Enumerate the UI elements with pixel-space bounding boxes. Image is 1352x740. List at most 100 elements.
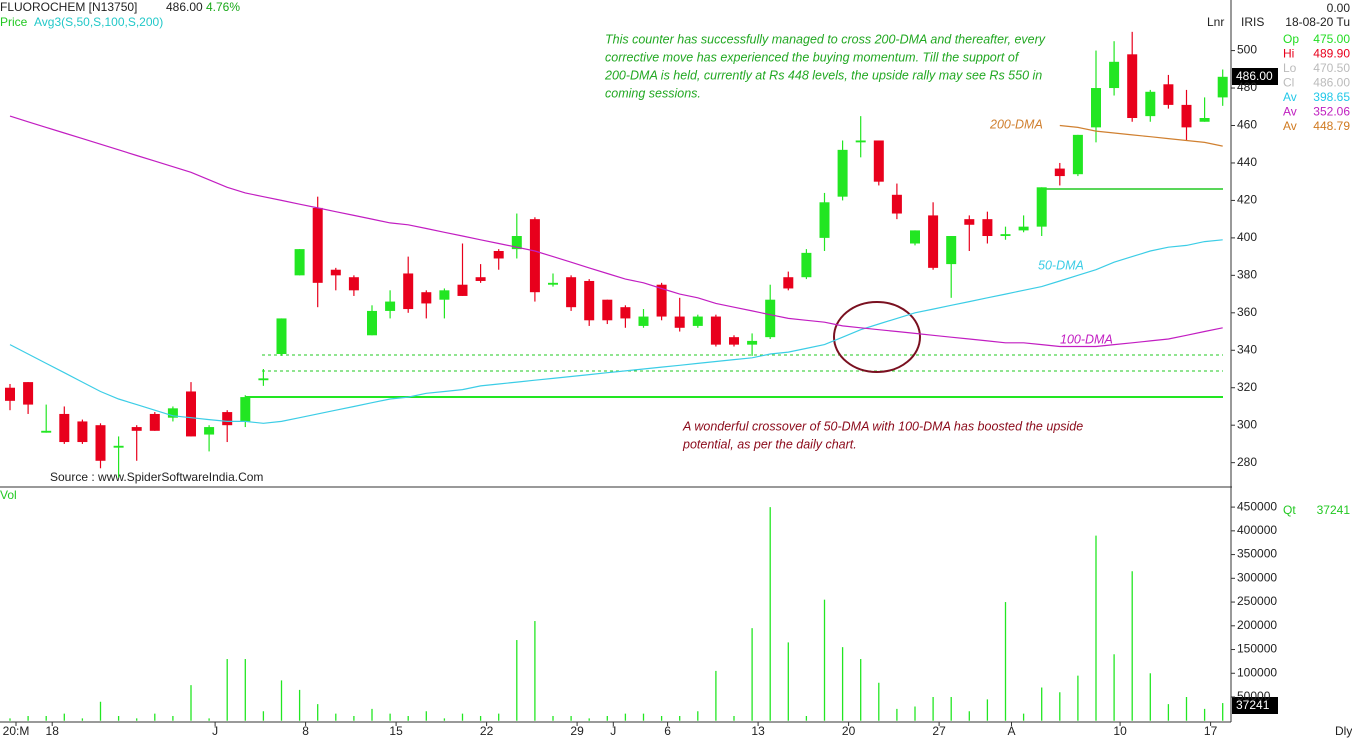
annotation: This counter has successfully managed to… [605,32,1046,46]
x-tick-label: 15 [389,724,403,738]
crossover-circle [833,301,921,373]
candle-body [493,250,504,259]
x-tick-label: A [1007,724,1015,738]
candle-body [1199,118,1210,122]
info-date: 18-08-20 Tu [1285,15,1350,29]
candle-body [149,413,160,431]
qt-label: Qt [1283,503,1296,517]
vol-tick-label: 100000 [1237,665,1277,679]
candle-body [1109,61,1120,89]
y-tick-label: 280 [1237,455,1257,469]
candle-body [982,219,993,237]
candle-body [529,219,540,293]
y-tick-label: 440 [1237,155,1257,169]
price-tag: 486.00 [1236,69,1273,83]
x-tick-label: 17 [1204,724,1218,738]
vol-label: Vol [0,488,17,502]
candle-body [240,397,251,422]
x-tick-label: 20:M [3,724,30,738]
x-tick-label: 29 [570,724,584,738]
ma-line [1059,124,1223,147]
info-value: 475.00 [1313,32,1350,46]
candle-body [783,277,794,289]
ma-line [9,239,1223,424]
candle-body [1054,168,1065,177]
vol-tick-label: 350000 [1237,547,1277,561]
candle-body [330,269,341,276]
y-tick-label: 360 [1237,305,1257,319]
scale-mode: Lnr [1207,15,1224,29]
candle-body [222,412,233,426]
y-tick-label: 340 [1237,342,1257,356]
info-label: Lo [1283,61,1297,75]
y-tick-label: 380 [1237,268,1257,282]
candle-body [41,430,52,433]
candle-body [1217,76,1228,98]
candle-body [620,307,631,319]
candle-body [95,425,106,461]
y-tick-label: 500 [1237,43,1257,57]
ma-label: 50-DMA [1038,258,1084,272]
candle-body [837,149,848,197]
candle-body [23,382,34,405]
candle-body [131,427,142,431]
x-tick-label: 20 [842,724,856,738]
info-label: Op [1283,32,1299,46]
x-tick-label: J [610,724,616,738]
info-label: Cl [1283,76,1294,90]
candle-body [1145,91,1156,117]
info-value: 470.50 [1313,61,1350,75]
annotation: coming sessions. [605,86,701,100]
info-value: 489.90 [1313,47,1350,61]
candle-body [1181,104,1192,128]
vol-tick-label: 400000 [1237,523,1277,537]
info-top: 0.00 [1327,1,1351,15]
vol-tick-label: 450000 [1237,499,1277,513]
period: Dly [1335,724,1352,738]
change: 4.76% [206,0,240,14]
ma-line [9,115,1223,348]
candle-body [638,316,649,326]
candle-body [747,340,758,345]
candle-body [765,299,776,338]
info-value: 448.79 [1313,119,1350,133]
avg-label: Avg3(S,50,S,100,S,200) [34,15,163,29]
candle-body [258,378,269,381]
candle-body [204,427,215,435]
candle-body [891,194,902,214]
candle-body [457,284,468,296]
candle-body [439,290,450,300]
source: Source : www.SpiderSoftwareIndia.Com [50,470,263,484]
candle-body [692,316,703,326]
info-label: Av [1283,119,1297,133]
info-value: 398.65 [1313,90,1350,104]
candle-body [276,318,287,355]
y-tick-label: 420 [1237,193,1257,207]
y-tick-label: 400 [1237,230,1257,244]
candle-body [1072,134,1083,175]
x-tick-label: 18 [46,724,60,738]
candle-body [1091,88,1101,128]
vol-tick-label: 300000 [1237,570,1277,584]
candle-body [511,236,522,250]
price-label: Price [0,15,28,29]
candle-body [5,387,15,401]
volume-tag-bg [1232,697,1278,714]
vol-tick-label: 250000 [1237,594,1277,608]
annotation: A wonderful crossover of 50-DMA with 100… [682,419,1083,433]
candle-body [801,252,812,278]
candle-body [566,277,577,308]
x-tick-label: 8 [302,724,309,738]
symbol: FLUOROCHEM [N13750] [0,0,137,14]
y-tick-label: 320 [1237,380,1257,394]
ma-label: 100-DMA [1060,332,1113,346]
x-tick-label: 6 [664,724,671,738]
x-tick-label: 10 [1113,724,1127,738]
candle-body [348,277,359,291]
vol-tick-label: 150000 [1237,642,1277,656]
info-value: 352.06 [1313,105,1350,119]
x-tick-label: J [212,724,218,738]
candle-body [674,316,685,328]
candle-body [928,215,939,268]
